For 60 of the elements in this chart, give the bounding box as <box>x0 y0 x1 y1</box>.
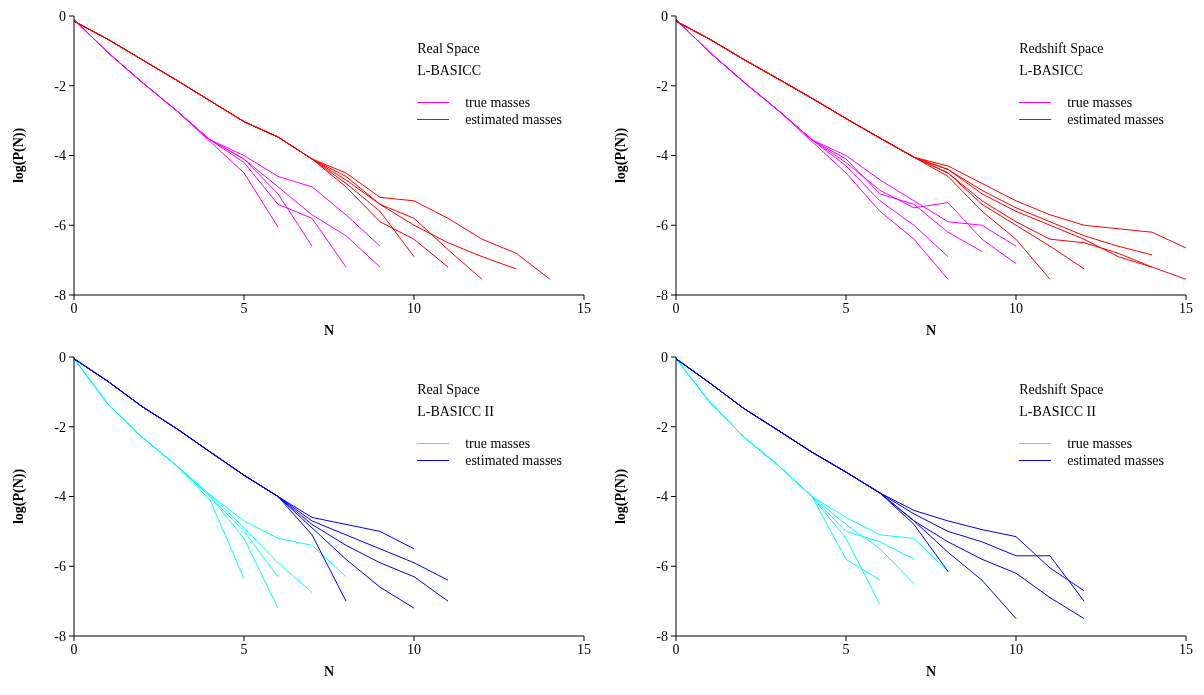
legend-label: true masses <box>465 435 531 452</box>
legend-label: estimated masses <box>465 111 562 128</box>
y-tick-label: 0 <box>59 349 66 365</box>
x-axis-title: N <box>323 664 335 679</box>
y-axis-title: log(P(N)) <box>10 468 27 525</box>
y-tick-label: -2 <box>656 78 668 94</box>
y-tick-label: 0 <box>661 349 668 365</box>
y-tick-label: -6 <box>656 218 668 234</box>
y-tick-label: -6 <box>656 559 668 575</box>
annotation: Real Space <box>417 40 481 58</box>
y-tick-label: -4 <box>54 148 66 164</box>
x-tick-label: 10 <box>1009 641 1023 657</box>
y-tick-label: -8 <box>54 287 66 303</box>
annotation: L-BASICC II <box>1019 403 1097 421</box>
x-tick-label: 0 <box>672 300 680 316</box>
x-tick-label: 0 <box>672 641 680 657</box>
y-tick-label: -2 <box>54 78 66 94</box>
annotation: L-BASICC <box>417 62 482 80</box>
y-tick-label: 0 <box>661 8 668 24</box>
x-tick-label: 10 <box>1009 300 1023 316</box>
legend-label: true masses <box>465 94 531 111</box>
y-tick-label: -8 <box>656 628 668 644</box>
y-tick-label: -6 <box>54 559 66 575</box>
legend-label: true masses <box>1067 94 1133 111</box>
y-tick-label: -8 <box>656 287 668 303</box>
y-tick-label: -6 <box>54 218 66 234</box>
annotation: Redshift Space <box>1019 40 1105 58</box>
legend-label: estimated masses <box>465 452 562 469</box>
x-tick-label: 5 <box>842 300 850 316</box>
y-tick-label: -2 <box>54 419 66 435</box>
y-tick-label: 0 <box>59 8 66 24</box>
x-axis-title: N <box>323 323 335 338</box>
annotation: Redshift Space <box>1019 381 1105 399</box>
x-axis-title: N <box>925 664 937 679</box>
y-tick-label: -4 <box>656 489 668 505</box>
legend-label: estimated masses <box>1067 452 1164 469</box>
y-tick-label: -8 <box>54 628 66 644</box>
x-axis-title: N <box>925 323 937 338</box>
y-axis-title: log(P(N)) <box>612 127 629 184</box>
legend-label: true masses <box>1067 435 1133 452</box>
x-tick-label: 10 <box>407 300 421 316</box>
y-axis-title: log(P(N)) <box>10 127 27 184</box>
y-tick-label: -2 <box>656 419 668 435</box>
annotation: L-BASICC <box>1019 62 1084 80</box>
x-tick-label: 0 <box>70 641 78 657</box>
y-axis-title: log(P(N)) <box>612 468 629 525</box>
x-tick-label: 5 <box>842 641 850 657</box>
x-tick-label: 15 <box>1179 300 1193 316</box>
x-tick-label: 5 <box>240 641 248 657</box>
x-tick-label: 5 <box>240 300 248 316</box>
annotation: L-BASICC II <box>417 403 495 421</box>
x-tick-label: 0 <box>70 300 78 316</box>
y-tick-label: -4 <box>54 489 66 505</box>
y-tick-label: -4 <box>656 148 668 164</box>
x-tick-label: 15 <box>577 641 591 657</box>
annotation: Real Space <box>417 381 481 399</box>
x-tick-label: 15 <box>1179 641 1193 657</box>
x-tick-label: 10 <box>407 641 421 657</box>
legend-label: estimated masses <box>1067 111 1164 128</box>
x-tick-label: 15 <box>577 300 591 316</box>
